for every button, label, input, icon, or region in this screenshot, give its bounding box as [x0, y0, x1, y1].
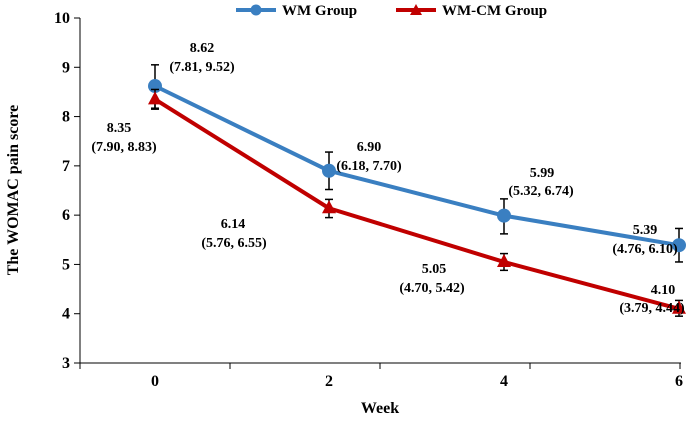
data-label-ci: (3.79, 4.44) [619, 301, 685, 316]
data-label-value: 4.10 [651, 283, 676, 298]
x-axis-title: Week [361, 400, 399, 417]
y-axis-title: The WOMAC pain score [5, 105, 22, 276]
data-label-value: 8.62 [190, 41, 215, 56]
legend-circle-marker [250, 4, 262, 16]
data-label-ci: (4.70, 5.42) [399, 281, 465, 296]
data-label-value: 6.14 [221, 217, 246, 232]
x-ticks: 0 2 4 6 [79, 363, 683, 390]
data-label-value: 5.39 [633, 223, 658, 238]
y-tick-label: 10 [54, 10, 70, 27]
data-point [672, 238, 686, 253]
y-tick-label: 5 [62, 256, 70, 273]
series-line [153, 97, 680, 311]
series-line [154, 84, 680, 248]
legend-label-2: WM-CM Group [442, 3, 547, 19]
series-layer [148, 64, 686, 317]
data-label-ci: (7.90, 8.83) [91, 140, 157, 155]
data-point [322, 163, 336, 178]
data-point [148, 91, 162, 105]
legend: WM Group WM-CM Group [236, 3, 547, 19]
data-label-ci: (4.76, 6.10) [612, 242, 678, 257]
x-tick-label: 6 [675, 373, 683, 390]
series-2 [148, 88, 686, 317]
series-1 [148, 64, 686, 263]
y-tick-label: 8 [62, 109, 70, 126]
legend-label-1: WM Group [282, 3, 357, 19]
data-point [672, 300, 686, 314]
data-label-value: 5.99 [530, 166, 555, 181]
data-label-value: 5.05 [422, 262, 447, 277]
data-point [322, 200, 336, 214]
data-label-ci: (7.81, 9.52) [169, 60, 235, 75]
data-label-ci: (6.18, 7.70) [336, 159, 402, 174]
data-label-ci: (5.76, 6.55) [201, 236, 267, 251]
y-tick-label: 7 [62, 158, 70, 175]
data-point [497, 253, 511, 267]
data-label-value: 6.90 [357, 140, 382, 155]
y-tick-label: 4 [62, 306, 70, 323]
y-ticks: 3 4 5 6 7 8 9 10 [54, 10, 80, 372]
data-label-value: 8.35 [107, 121, 132, 136]
y-tick-label: 9 [62, 59, 70, 76]
x-tick-label: 0 [151, 373, 159, 390]
data-labels: 8.62 (7.81, 9.52) 6.90 (6.18, 7.70) 5.99 (5.3… [91, 41, 685, 316]
legend-triangle-marker [410, 4, 422, 15]
x-tick-label: 4 [500, 373, 508, 390]
y-tick-label: 3 [62, 355, 70, 372]
y-tick-label: 6 [62, 207, 70, 224]
x-tick-label: 2 [325, 373, 333, 390]
data-label-ci: (5.32, 6.74) [508, 184, 574, 199]
data-point [497, 208, 511, 223]
